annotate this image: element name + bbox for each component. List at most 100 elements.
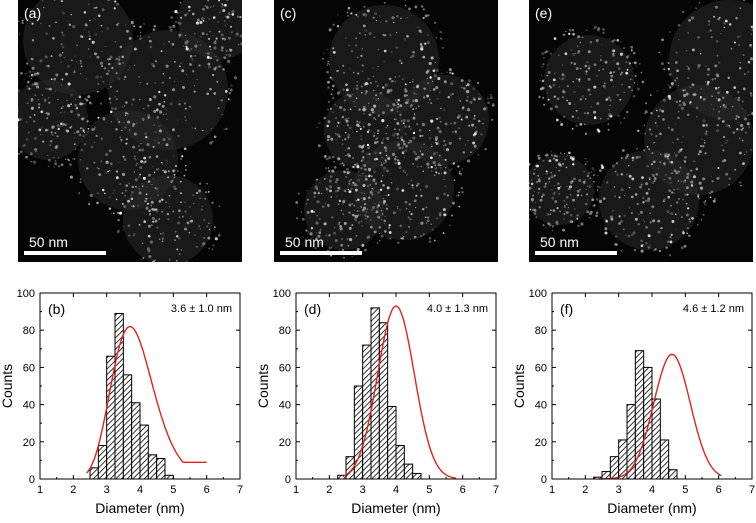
particle [407,17,409,19]
particle [86,130,89,134]
particle [572,52,576,56]
particle [123,122,125,124]
particle [344,37,347,39]
particle [165,109,168,111]
particle [147,136,150,139]
particle [385,20,388,23]
particle [604,227,608,231]
particle [690,169,693,172]
particle [577,117,579,119]
particle [712,199,716,203]
particle [544,51,547,54]
particle [677,150,681,154]
particle [602,68,605,71]
particle [31,70,34,73]
particle [204,4,207,8]
particle [70,103,72,105]
histogram-bar [362,344,372,480]
particle [604,87,606,89]
particle [353,88,355,90]
particle [544,182,547,185]
particle [129,129,131,131]
particle [225,49,228,52]
particle [723,105,727,109]
particle [188,105,192,109]
particle [557,162,561,166]
particle [318,218,321,220]
particle [54,131,57,135]
particle [185,45,188,48]
particle [363,5,366,8]
particle [435,86,439,90]
particle [346,237,349,241]
particle [111,66,114,69]
particle [700,218,703,221]
particle [90,102,93,105]
particle [106,26,110,30]
particle [180,158,182,160]
particle [483,107,486,111]
particle [396,206,398,208]
particle [610,217,614,221]
particle [580,194,583,197]
particle [717,98,721,102]
particle [297,192,300,195]
particle [334,239,338,242]
particle [550,171,553,174]
particle [213,92,216,95]
particle [195,21,200,25]
particle [645,226,648,229]
particle [632,62,634,64]
particle [236,15,240,18]
particle [326,124,329,128]
particle [83,165,85,167]
particle [698,181,702,185]
particle [384,230,387,233]
particle [675,213,677,216]
particle [553,72,556,75]
particle [83,11,87,14]
particle [116,211,120,214]
histogram-bar [378,322,389,480]
particle [125,101,128,104]
particle [336,133,340,137]
particle [419,31,422,34]
particle [725,172,729,176]
particle [740,184,742,187]
particle [472,133,476,137]
particle [407,216,410,219]
particle [130,20,134,25]
particle [335,178,339,182]
particle [348,190,352,194]
particle [734,168,736,171]
particle [377,85,379,87]
particle [687,77,690,79]
particle [152,260,156,262]
particle [305,229,308,232]
particle [399,208,402,211]
particle [184,201,186,204]
particle [704,132,708,136]
particle [477,153,480,156]
particle [477,82,479,84]
particle [69,93,74,97]
particle [580,222,584,226]
particle [333,231,336,235]
particle [364,177,368,181]
y-tick-label: 80 [535,325,547,337]
particle [395,187,399,191]
particle [586,111,590,115]
particle [377,65,379,68]
particle [345,83,348,86]
particle [327,60,329,63]
particle [586,174,590,178]
particle [124,23,127,26]
particle [341,238,343,240]
scale-bar-c [280,251,362,255]
particle [697,36,700,39]
particle [396,122,400,125]
particle [655,134,658,138]
particle [158,90,161,94]
particle [30,106,34,110]
